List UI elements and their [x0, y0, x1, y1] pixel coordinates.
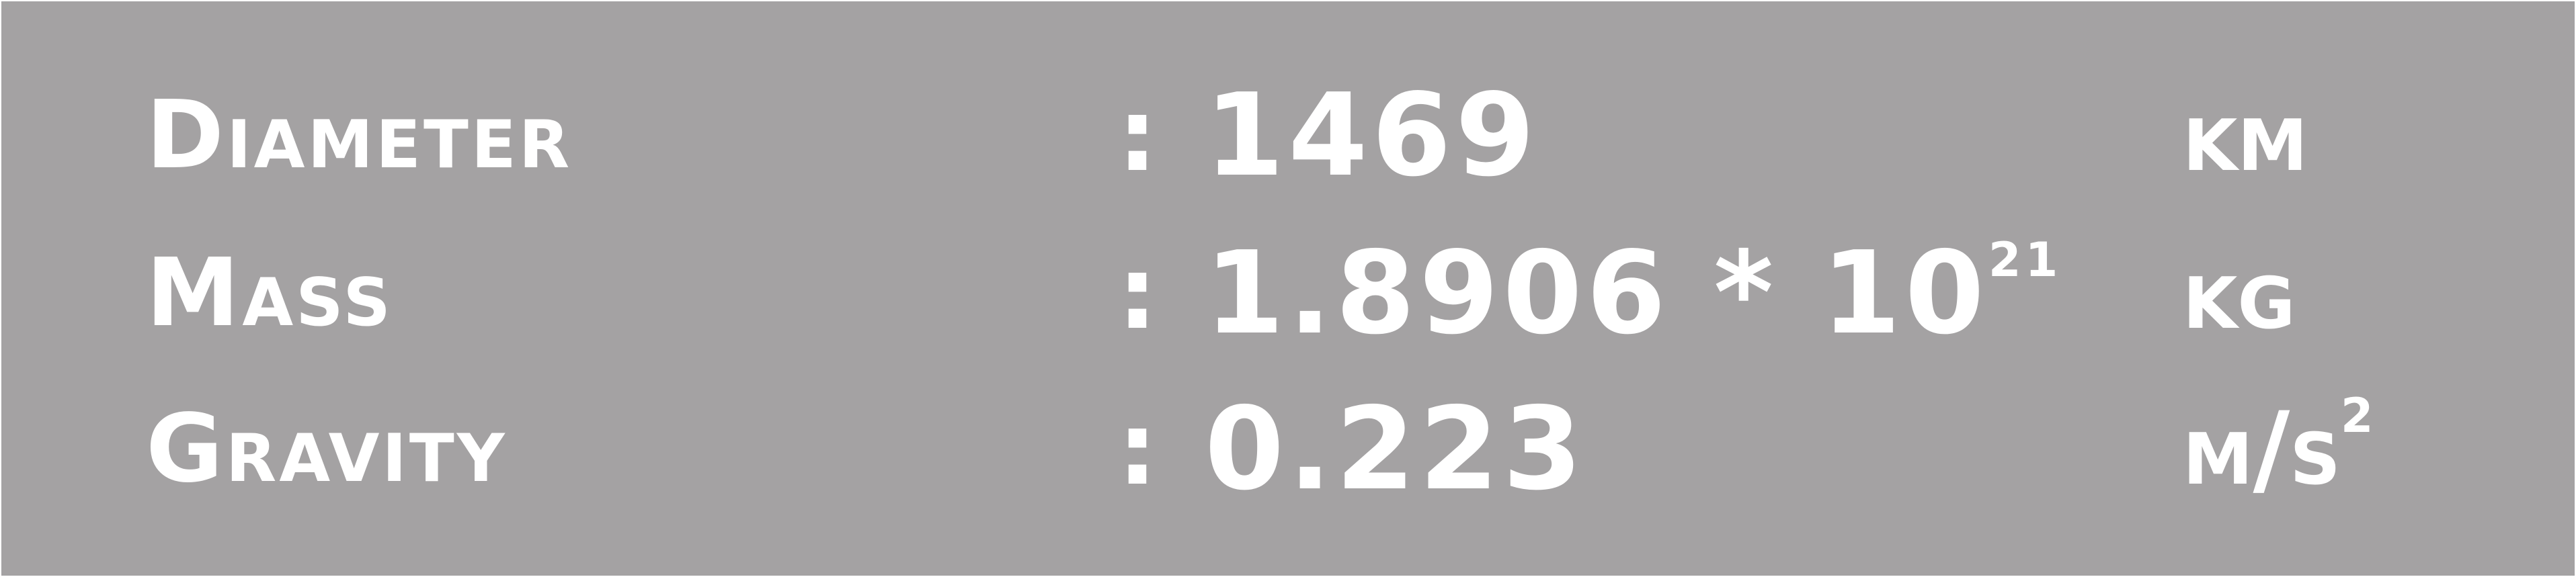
gravity-unit-text: m/s: [2183, 391, 2341, 508]
diameter-value-number: 1469: [1205, 69, 1539, 202]
gravity-unit: m/s2: [2183, 382, 2374, 517]
diameter-label: Diameter: [146, 81, 573, 190]
diameter-separator: :: [1117, 77, 1158, 194]
gravity-value: 0.223: [1205, 382, 1586, 517]
mass-value-exponent: 21: [1988, 232, 2062, 287]
mass-value: 1.8906 * 1021: [1205, 226, 2062, 361]
mass-separator: :: [1117, 235, 1158, 352]
diameter-unit-text: km: [2183, 77, 2308, 194]
gravity-value-number: 0.223: [1205, 383, 1586, 516]
mass-unit-text: kg: [2183, 235, 2296, 352]
mass-row: Mass : 1.8906 * 1021 kg: [1, 226, 2575, 361]
diameter-unit: km: [2183, 69, 2308, 203]
mass-value-number: 1.8906 * 10: [1205, 227, 1988, 360]
gravity-row: Gravity : 0.223 m/s2: [1, 382, 2575, 517]
gravity-unit-exponent: 2: [2340, 388, 2374, 443]
diameter-value: 1469: [1205, 69, 1539, 203]
diameter-row: Diameter : 1469 km: [1, 69, 2575, 203]
mass-unit: kg: [2183, 226, 2296, 361]
gravity-label: Gravity: [146, 394, 508, 504]
mass-label: Mass: [146, 238, 393, 348]
gravity-separator: :: [1117, 391, 1158, 508]
